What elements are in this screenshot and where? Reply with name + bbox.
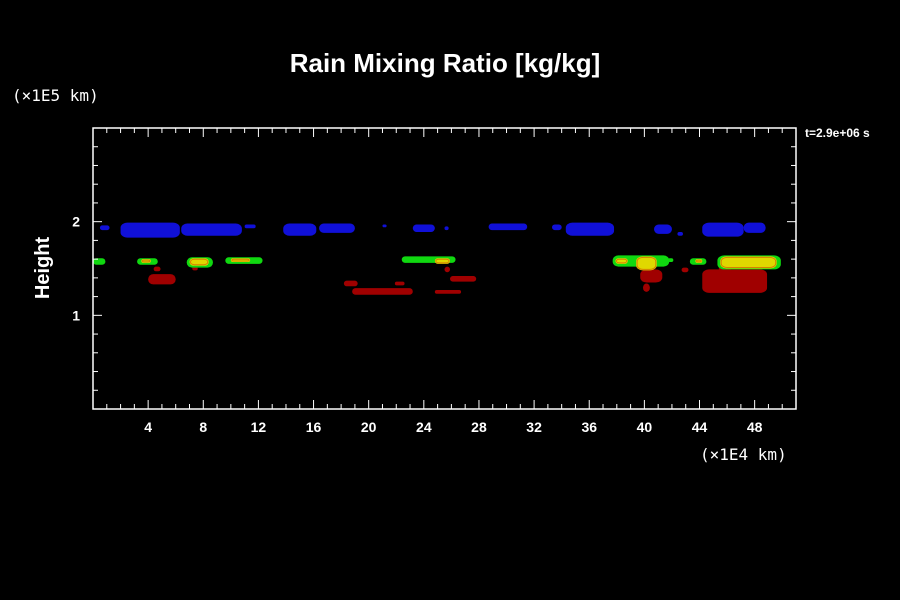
x-tick-label: 20: [361, 419, 377, 435]
rain-feature-core-outline: [435, 258, 450, 264]
rain-feature-blue: [743, 222, 766, 233]
x-tick-label: 16: [306, 419, 322, 435]
rain-feature-core-outline: [615, 258, 628, 264]
x-tick-label: 40: [637, 419, 653, 435]
rain-feature-core-outline: [231, 258, 250, 262]
rain-feature-blue: [181, 223, 242, 236]
rain-feature-blue: [283, 223, 317, 236]
rain-feature-blue: [677, 231, 683, 236]
rain-feature-core-outline: [695, 259, 702, 263]
rain-feature-blue: [319, 223, 355, 233]
rain-feature-blue: [565, 222, 615, 236]
x-tick-label: 44: [692, 419, 708, 435]
rain-feature-red: [450, 275, 477, 282]
rain-feature-red: [148, 274, 176, 285]
rain-feature-red: [153, 266, 161, 272]
rain-feature-red: [343, 280, 358, 287]
rain-feature-blue: [382, 224, 387, 228]
rain-feature-red: [681, 267, 689, 273]
rain-feature-yellow: [189, 258, 209, 266]
rain-feature-red: [640, 269, 663, 283]
chart-title: Rain Mixing Ratio [kg/kg]: [290, 48, 601, 78]
y-unit-label: (×1E5 km): [12, 86, 99, 105]
rain-feature-blue: [120, 222, 180, 238]
rain-feature-blue: [444, 226, 449, 231]
x-tick-label: 8: [199, 419, 207, 435]
y-axis-label: Height: [32, 237, 54, 300]
x-tick-label: 28: [471, 419, 487, 435]
rain-feature-blue: [702, 222, 744, 237]
x-tick-label: 4: [144, 419, 152, 435]
rain-feature-blue: [99, 225, 110, 231]
x-tick-label: 48: [747, 419, 763, 435]
rain-feature-core-outline: [141, 259, 151, 263]
x-tick-label: 36: [581, 419, 597, 435]
rain-feature-core-outline: [636, 256, 657, 270]
x-ticks: 4 8 12 16 20 24 28 32 36 40 44 48: [106, 128, 783, 435]
rain-feature-blue: [412, 224, 435, 232]
rain-feature-red: [444, 266, 451, 273]
rain-feature-green: [667, 258, 674, 262]
rain-feature-red: [702, 269, 768, 293]
rain-feature-red: [352, 288, 413, 295]
time-label: t=2.9e+06 s: [805, 126, 870, 140]
x-tick-label: 12: [251, 419, 267, 435]
y-ticks: 12: [72, 146, 796, 391]
rain-feature-blue: [552, 224, 562, 231]
rain-feature-green: [93, 258, 106, 265]
x-tick-label: 24: [416, 419, 432, 435]
rain-feature-red: [394, 281, 405, 286]
rain-feature-core-outline: [720, 256, 777, 268]
x-unit-label: (×1E4 km): [700, 445, 787, 464]
rain-feature-yellow: [636, 256, 657, 271]
rain-feature-red: [434, 290, 462, 294]
x-tick-label: 32: [526, 419, 542, 435]
rain-features: [93, 222, 781, 295]
rain-feature-red: [642, 283, 650, 292]
rain-feature-yellow: [720, 256, 777, 269]
rain-feature-core-outline: [189, 258, 209, 266]
plot-frame: [92, 127, 797, 410]
rain-feature-blue: [244, 224, 256, 229]
y-tick-label: 1: [72, 307, 80, 323]
rain-feature-blue: [654, 224, 672, 234]
y-tick-label: 2: [72, 214, 80, 230]
rain-feature-blue: [488, 223, 528, 231]
